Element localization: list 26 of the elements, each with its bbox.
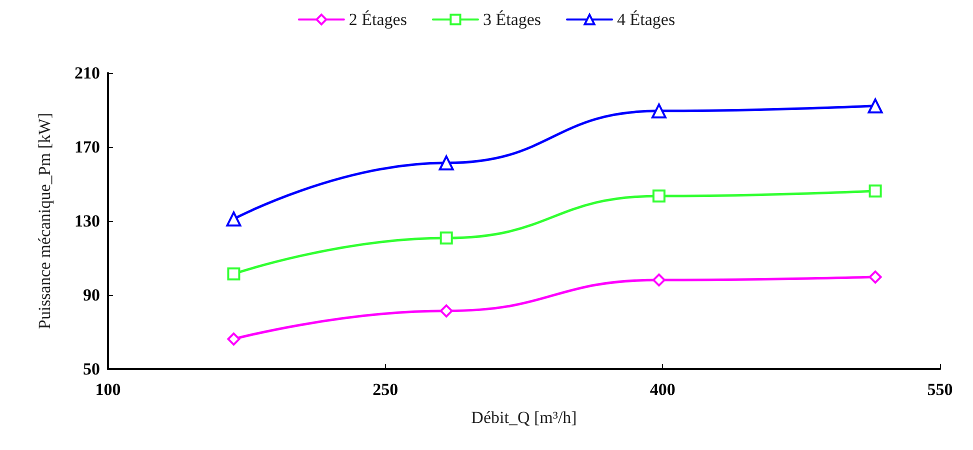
y-tick-label: 170 (74, 138, 100, 156)
point (868, 98, 883, 114)
x-tick-label: 400 (650, 380, 676, 399)
point (226, 211, 242, 226)
point (440, 232, 453, 245)
y-tick-label: 50 (83, 360, 100, 378)
legend-label: 2 Étages (348, 10, 407, 29)
y-axis-title: Puissance mécanique_Pm [kW] (35, 112, 54, 330)
point (651, 103, 666, 118)
point (652, 190, 666, 203)
y-tick-label: 210 (74, 64, 100, 82)
point (227, 332, 240, 346)
x-axis-title: Débit_Q [m³/h] (471, 408, 577, 427)
point (440, 304, 453, 318)
point (868, 270, 882, 284)
y-tick-label: 90 (83, 286, 100, 304)
legend-label: 3 Étages (482, 10, 542, 29)
point (652, 274, 666, 287)
x-tick-label: 550 (927, 380, 953, 399)
x-tick-label: 250 (372, 380, 398, 399)
point (438, 155, 454, 170)
point (227, 267, 240, 280)
x-tick-label: 100 (95, 380, 121, 399)
point (868, 184, 882, 198)
y-tick-label: 130 (74, 212, 100, 230)
legend-label: 4 Étages (617, 10, 676, 29)
